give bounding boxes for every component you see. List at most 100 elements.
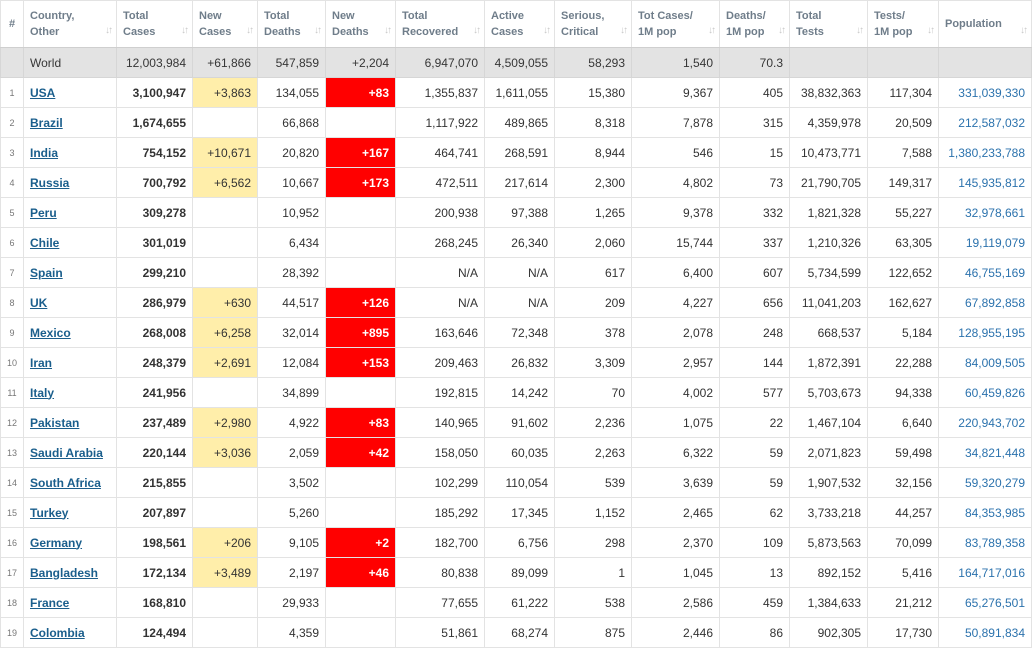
- sort-icon[interactable]: ↓↑: [384, 25, 392, 36]
- population-link[interactable]: 128,955,195: [958, 325, 1025, 340]
- active-cases-cell: 89,099: [484, 557, 555, 588]
- column-header[interactable]: Total Cases ↓↑: [116, 0, 193, 48]
- country-link[interactable]: Turkey: [30, 505, 69, 520]
- country-link[interactable]: Saudi Arabia: [30, 445, 103, 460]
- population-link[interactable]: 1,380,233,788: [948, 145, 1025, 160]
- column-header[interactable]: Population ↓↑: [938, 0, 1032, 48]
- active-cases-cell: 4,509,055: [484, 47, 555, 78]
- new-cases-cell: +630: [192, 287, 258, 318]
- column-header[interactable]: Deaths/1M pop ↓↑: [719, 0, 790, 48]
- sort-icon[interactable]: ↓↑: [246, 25, 254, 36]
- sort-icon[interactable]: ↓↑: [856, 25, 864, 36]
- total-deaths-cell: 3,502: [257, 467, 326, 498]
- country-link[interactable]: Peru: [30, 205, 57, 220]
- population-cell: 83,789,358: [938, 527, 1032, 558]
- sort-icon[interactable]: ↓↑: [105, 25, 113, 36]
- population-link[interactable]: 60,459,826: [964, 385, 1025, 400]
- country-cell: Chile: [23, 227, 117, 258]
- active-cases-cell: 26,340: [484, 227, 555, 258]
- country-link[interactable]: Bangladesh: [30, 565, 99, 580]
- country-link[interactable]: South Africa: [30, 475, 101, 490]
- cases-per-million-cell: 3,639: [631, 467, 720, 498]
- total-deaths-cell: 4,922: [257, 407, 326, 438]
- country-link[interactable]: Brazil: [30, 115, 63, 130]
- country-cell: Pakistan: [23, 407, 117, 438]
- sort-icon[interactable]: ↓↑: [708, 25, 716, 36]
- total-cases-cell: 301,019: [116, 227, 193, 258]
- active-cases-cell: 26,832: [484, 347, 555, 378]
- column-header[interactable]: Active Cases ↓↑: [484, 0, 555, 48]
- population-link[interactable]: 34,821,448: [964, 445, 1025, 460]
- country-link[interactable]: Spain: [30, 265, 63, 280]
- total-tests-cell: 1,821,328: [789, 197, 868, 228]
- population-link[interactable]: 220,943,702: [958, 415, 1025, 430]
- country-link[interactable]: USA: [30, 85, 56, 100]
- total-tests-cell: 38,832,363: [789, 77, 868, 108]
- cases-per-million-cell: 4,002: [631, 377, 720, 408]
- country-link[interactable]: Iran: [30, 355, 53, 370]
- column-header[interactable]: New Cases ↓↑: [192, 0, 258, 48]
- country-link[interactable]: Mexico: [30, 325, 71, 340]
- row-index: [0, 47, 24, 78]
- column-header[interactable]: Country, Other ↓↑: [23, 0, 117, 48]
- population-link[interactable]: 59,320,279: [964, 475, 1025, 490]
- column-header[interactable]: Serious, Critical ↓↑: [554, 0, 632, 48]
- country-link[interactable]: Colombia: [30, 625, 85, 640]
- country-link[interactable]: Italy: [30, 385, 55, 400]
- sort-icon[interactable]: ↓↑: [778, 25, 786, 36]
- tests-per-million-cell: 6,640: [867, 407, 939, 438]
- table-row: 14 South Africa 215,855 3,502 102,299 110,054…: [0, 467, 1032, 498]
- serious-critical-cell: 2,060: [554, 227, 632, 258]
- column-header[interactable]: Total Tests ↓↑: [789, 0, 868, 48]
- population-cell: 331,039,330: [938, 77, 1032, 108]
- country-link[interactable]: Pakistan: [30, 415, 80, 430]
- table-row: 4 Russia 700,792 +6,562 10,667 +173 472,511 217…: [0, 167, 1032, 198]
- column-header[interactable]: Total Deaths ↓↑: [257, 0, 326, 48]
- row-index: 16: [0, 527, 24, 558]
- total-tests-cell: 3,733,218: [789, 497, 868, 528]
- sort-icon[interactable]: ↓↑: [620, 25, 628, 36]
- country-link[interactable]: UK: [30, 295, 48, 310]
- population-link[interactable]: 331,039,330: [958, 85, 1025, 100]
- population-cell: 65,276,501: [938, 587, 1032, 618]
- population-link[interactable]: 67,892,858: [964, 295, 1025, 310]
- column-header[interactable]: Total Recovered ↓↑: [395, 0, 485, 48]
- country-link[interactable]: Germany: [30, 535, 83, 550]
- country-link[interactable]: France: [30, 595, 70, 610]
- sort-icon[interactable]: ↓↑: [181, 25, 189, 36]
- population-link[interactable]: 32,978,661: [964, 205, 1025, 220]
- deaths-per-million-cell: 337: [719, 227, 790, 258]
- population-link[interactable]: 212,587,032: [958, 115, 1025, 130]
- column-header[interactable]: Tests/1M pop ↓↑: [867, 0, 939, 48]
- population-link[interactable]: 50,891,834: [964, 625, 1025, 640]
- sort-icon[interactable]: ↓↑: [543, 25, 551, 36]
- total-recovered-cell: 464,741: [395, 137, 485, 168]
- sort-icon[interactable]: ↓↑: [927, 25, 935, 36]
- population-link[interactable]: 83,789,358: [964, 535, 1025, 550]
- column-header-line2: Critical: [561, 26, 599, 38]
- column-header[interactable]: Tot Cases/1M pop ↓↑: [631, 0, 720, 48]
- country-link[interactable]: Russia: [30, 175, 70, 190]
- sort-icon[interactable]: ↓↑: [1020, 25, 1028, 36]
- population-link[interactable]: 164,717,016: [958, 565, 1025, 580]
- table-body: World 12,003,984 +61,866 547,859 +2,204 …: [0, 47, 1032, 648]
- total-recovered-cell: 185,292: [395, 497, 485, 528]
- population-link[interactable]: 145,935,812: [958, 175, 1025, 190]
- total-recovered-cell: 182,700: [395, 527, 485, 558]
- sort-icon[interactable]: ↓↑: [314, 25, 322, 36]
- tests-per-million-cell: 149,317: [867, 167, 939, 198]
- country-link[interactable]: Chile: [30, 235, 60, 250]
- population-link[interactable]: 84,353,985: [964, 505, 1025, 520]
- population-link[interactable]: 84,009,505: [964, 355, 1025, 370]
- row-index: 14: [0, 467, 24, 498]
- population-link[interactable]: 65,276,501: [964, 595, 1025, 610]
- cases-per-million-cell: 1,540: [631, 47, 720, 78]
- total-tests-cell: [789, 47, 868, 78]
- new-cases-cell: +10,671: [192, 137, 258, 168]
- country-link[interactable]: India: [30, 145, 59, 160]
- population-link[interactable]: 19,119,079: [965, 235, 1025, 250]
- row-index: 4: [0, 167, 24, 198]
- sort-icon[interactable]: ↓↑: [473, 25, 481, 36]
- column-header[interactable]: New Deaths ↓↑: [325, 0, 396, 48]
- population-link[interactable]: 46,755,169: [964, 265, 1025, 280]
